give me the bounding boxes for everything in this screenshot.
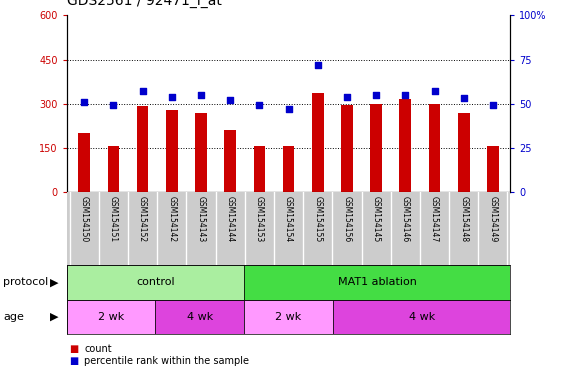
Bar [67, 265, 244, 300]
Bar [253, 146, 265, 192]
Bar [195, 113, 207, 192]
Text: percentile rank within the sample: percentile rank within the sample [84, 356, 249, 366]
Text: ▶: ▶ [50, 277, 58, 287]
Text: 2 wk: 2 wk [276, 312, 302, 322]
Text: GSM154150: GSM154150 [79, 196, 89, 242]
Point [313, 62, 322, 68]
Text: ▶: ▶ [50, 312, 58, 322]
Bar [487, 146, 499, 192]
Text: control: control [136, 277, 175, 287]
Text: GSM154156: GSM154156 [342, 196, 351, 242]
Text: MAT1 ablation: MAT1 ablation [338, 277, 416, 287]
Bar [224, 130, 236, 192]
Point [401, 92, 410, 98]
Bar [78, 133, 90, 192]
Text: GSM154142: GSM154142 [167, 196, 176, 242]
Text: ■: ■ [70, 356, 79, 366]
Text: ■: ■ [70, 344, 79, 354]
Point [138, 88, 147, 94]
Point [255, 103, 264, 109]
Bar [341, 105, 353, 192]
Point [109, 103, 118, 109]
Bar [137, 106, 148, 192]
Bar [400, 99, 411, 192]
Point [197, 92, 206, 98]
Point [430, 88, 439, 94]
Bar [370, 104, 382, 192]
Point [342, 94, 351, 100]
Point [459, 95, 468, 101]
Bar [312, 93, 324, 192]
Point [488, 103, 498, 109]
Bar [282, 146, 295, 192]
Text: GSM154155: GSM154155 [313, 196, 322, 242]
Point [79, 99, 89, 105]
Bar [244, 265, 510, 300]
Bar [429, 104, 440, 192]
Text: GSM154147: GSM154147 [430, 196, 439, 242]
Text: GSM154149: GSM154149 [488, 196, 498, 242]
Text: GSM154151: GSM154151 [109, 196, 118, 242]
Text: count: count [84, 344, 112, 354]
Text: GSM154154: GSM154154 [284, 196, 293, 242]
Text: 4 wk: 4 wk [408, 312, 435, 322]
Point [167, 94, 176, 100]
Bar [107, 146, 119, 192]
Bar [333, 300, 510, 334]
Bar [155, 300, 244, 334]
Text: GSM154153: GSM154153 [255, 196, 264, 242]
Bar [458, 113, 470, 192]
Point [226, 97, 235, 103]
Bar [166, 110, 177, 192]
Text: GSM154146: GSM154146 [401, 196, 410, 242]
Text: GSM154145: GSM154145 [372, 196, 380, 242]
Bar [67, 300, 155, 334]
Text: GSM154148: GSM154148 [459, 196, 468, 242]
Text: GDS2561 / 92471_i_at: GDS2561 / 92471_i_at [67, 0, 222, 8]
Text: GSM154144: GSM154144 [226, 196, 235, 242]
Text: 2 wk: 2 wk [98, 312, 124, 322]
Text: GSM154143: GSM154143 [197, 196, 205, 242]
Text: GSM154152: GSM154152 [138, 196, 147, 242]
Point [371, 92, 380, 98]
Text: 4 wk: 4 wk [187, 312, 213, 322]
Text: age: age [3, 312, 24, 322]
Bar [244, 300, 333, 334]
Text: protocol: protocol [3, 277, 48, 287]
Point [284, 106, 293, 112]
